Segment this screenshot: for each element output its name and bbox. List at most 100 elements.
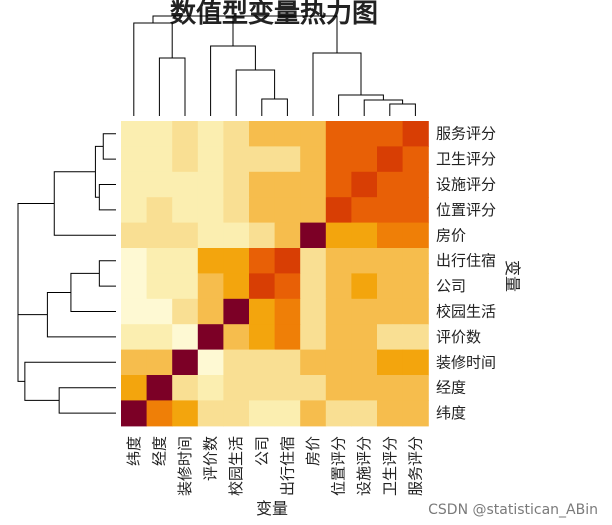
column-label: 校园生活: [227, 436, 245, 496]
heatmap-cell-4-9: [351, 222, 378, 249]
heatmap-cell-7-2: [172, 298, 199, 325]
heatmap-cell-10-7: [300, 375, 327, 401]
heatmap-cell-11-9: [351, 400, 378, 427]
heatmap-cell-10-1: [146, 375, 173, 401]
dendrogram-branch: [70, 272, 116, 312]
dendrogram-branch: [46, 291, 116, 338]
heatmap-cell-8-6: [274, 324, 301, 351]
heatmap-cell-7-5: [249, 298, 276, 325]
heatmap-cell-8-1: [146, 324, 173, 351]
dendrogram-branch: [24, 361, 116, 401]
row-label: 出行住宿: [436, 252, 496, 270]
column-label: 公司: [253, 436, 271, 466]
heatmap-cell-8-9: [351, 324, 378, 351]
dendrogram-branch: [363, 99, 404, 116]
heatmap-cells: [121, 121, 429, 427]
heatmap-cell-3-9: [351, 197, 378, 224]
heatmap-cell-5-5: [249, 248, 276, 274]
heatmap-cell-1-0: [121, 146, 148, 173]
heatmap-cell-8-7: [300, 324, 327, 351]
column-label: 房价: [304, 436, 322, 466]
heatmap-cell-6-3: [197, 273, 224, 300]
heatmap-cell-6-2: [172, 273, 199, 300]
heatmap-cell-10-4: [223, 375, 250, 401]
dendrogram-branch: [17, 203, 55, 349]
heatmap-cell-8-2: [172, 324, 199, 351]
dendrogram-branch: [98, 260, 116, 287]
heatmap-cell-7-7: [300, 298, 327, 325]
heatmap-cell-2-9: [351, 171, 378, 198]
watermark: CSDN @statistican_ABin: [428, 502, 598, 518]
column-label: 位置评分: [330, 436, 348, 496]
x-axis-label: 变量: [256, 499, 288, 518]
heatmap-cell-6-8: [325, 273, 352, 300]
dendrogram-branch: [158, 57, 186, 116]
row-label: 公司: [436, 277, 466, 295]
heatmap-cell-11-1: [146, 400, 173, 427]
row-label: 装修时间: [436, 353, 496, 371]
heatmap-cell-0-1: [146, 121, 173, 147]
dendrogram-branch: [58, 387, 116, 414]
heatmap-cell-1-5: [249, 146, 276, 173]
heatmap-cell-10-9: [351, 375, 378, 401]
dendrogram-branch: [102, 133, 116, 160]
heatmap-cell-11-11: [402, 400, 429, 427]
heatmap-cell-4-7: [300, 222, 327, 249]
heatmap-cell-11-3: [197, 400, 224, 427]
dendrogram-branch: [235, 69, 276, 116]
heatmap-cell-9-1: [146, 349, 173, 376]
column-label: 出行住宿: [278, 436, 296, 496]
heatmap-cell-6-6: [274, 273, 301, 300]
heatmap-cell-8-4: [223, 324, 250, 351]
heatmap-cell-5-10: [377, 248, 404, 274]
heatmap-cell-3-11: [402, 197, 429, 224]
chart-title: 数值型变量热力图: [170, 0, 378, 29]
dendrogram-branch: [338, 94, 384, 116]
column-label: 设施评分: [355, 436, 373, 496]
heatmap-cell-7-6: [274, 298, 301, 325]
heatmap-cell-9-11: [402, 349, 429, 376]
heatmap-cell-11-10: [377, 400, 404, 427]
heatmap-cell-3-5: [249, 197, 276, 224]
heatmap-cell-9-4: [223, 349, 250, 376]
heatmap-cell-2-8: [325, 171, 352, 198]
heatmap-cell-6-10: [377, 273, 404, 300]
heatmap-cell-5-9: [351, 248, 378, 274]
heatmap-cell-3-2: [172, 197, 199, 224]
heatmap-cell-9-5: [249, 349, 276, 376]
heatmap-cell-9-3: [197, 349, 224, 376]
heatmap-cell-4-1: [146, 222, 173, 249]
heatmap-cell-5-7: [300, 248, 327, 274]
heatmap-cell-10-5: [249, 375, 276, 401]
dendrogram-branch: [98, 184, 116, 211]
row-label: 评价数: [436, 328, 481, 346]
heatmap-cell-7-10: [377, 298, 404, 325]
heatmap-cell-1-2: [172, 146, 199, 173]
heatmap-cell-9-8: [325, 349, 352, 376]
dendrogram-branch: [210, 45, 256, 116]
heatmap-cell-10-8: [325, 375, 352, 401]
row-label: 校园生活: [436, 303, 496, 321]
heatmap-cell-6-9: [351, 273, 378, 300]
heatmap-cell-11-6: [274, 400, 301, 427]
heatmap-cell-9-9: [351, 349, 378, 376]
heatmap-cell-7-9: [351, 298, 378, 325]
heatmap-cell-5-6: [274, 248, 301, 274]
heatmap-cell-0-7: [300, 121, 327, 147]
heatmap-cell-5-11: [402, 248, 429, 274]
heatmap-cell-5-4: [223, 248, 250, 274]
heatmap-cell-2-6: [274, 171, 301, 198]
heatmap-cell-4-2: [172, 222, 199, 249]
heatmap-cell-4-10: [377, 222, 404, 249]
heatmap-cell-4-11: [402, 222, 429, 249]
heatmap-cell-4-0: [121, 222, 148, 249]
row-dendrogram: [17, 133, 116, 414]
column-label: 评价数: [202, 436, 220, 481]
heatmap-cell-4-6: [274, 222, 301, 249]
heatmap-cell-1-1: [146, 146, 173, 173]
heatmap-cell-5-1: [146, 248, 173, 274]
y-axis-label: 变量: [503, 260, 522, 292]
heatmap-cell-11-2: [172, 400, 199, 427]
heatmap-cell-9-0: [121, 349, 148, 376]
